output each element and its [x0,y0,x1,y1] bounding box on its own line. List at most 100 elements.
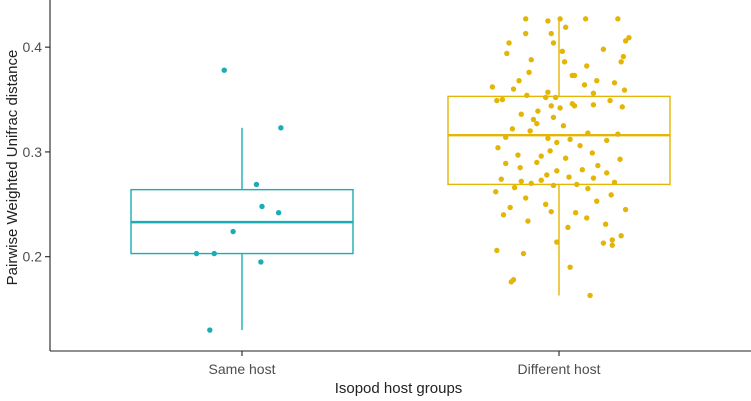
data-point [550,40,557,46]
data-point [589,150,595,156]
y-axis-title: Pairwise Weighted Unifrac distance [4,50,21,286]
data-point [489,84,496,90]
data-point [548,103,554,109]
x-axis-title: Isopod host groups [335,380,463,397]
data-point [622,206,629,213]
data-point [554,139,560,146]
group-different-host [447,16,671,299]
data-point [258,259,264,265]
data-point [548,208,554,215]
y-tick-label: 0.2 [23,249,43,265]
data-point [278,125,284,131]
data-point [534,159,540,166]
data-point [557,16,563,22]
data-point [609,237,615,243]
data-point [620,53,627,60]
data-point [567,136,573,143]
data-point [542,201,549,208]
data-point [604,170,610,176]
data-point [494,247,500,254]
data-point [618,59,624,65]
data-point [615,131,621,137]
data-point [587,292,593,299]
data-point [535,108,541,114]
data-point [528,57,534,63]
data-point [545,18,551,24]
data-point [511,184,518,191]
data-point [507,204,513,211]
data-point [582,16,589,22]
data-point [524,92,530,99]
data-point [615,16,621,22]
data-point [527,128,533,134]
data-point [559,48,566,55]
data-point [526,69,532,75]
data-point [604,137,610,144]
data-point [619,104,625,110]
group-same-host [130,67,354,333]
data-point [545,89,551,95]
data-point [508,279,514,285]
data-point [542,94,549,101]
data-point [617,156,623,162]
data-point [230,228,236,235]
axes: 0.2 0.3 0.4 Same host Different host Isopod… [4,0,751,397]
x-tick-label: Same host [209,361,276,377]
data-point [503,134,509,140]
data-point [562,24,569,30]
data-point [534,120,540,127]
data-point [581,82,588,88]
data-point [550,114,557,121]
data-point [495,145,501,151]
data-point [510,86,517,92]
data-point [523,30,529,37]
data-point [574,181,580,188]
data-point [584,63,590,69]
data-point [602,221,609,227]
data-point [518,111,524,117]
data-point [211,250,217,257]
data-point [275,209,282,216]
data-point [538,153,544,159]
data-point [572,209,579,216]
data-point [554,168,560,174]
data-point [577,142,583,149]
data-point [498,176,504,182]
data-point [600,46,607,52]
y-axis-ticks: 0.2 0.3 0.4 [23,39,50,265]
data-point [621,87,628,93]
data-point [557,105,563,111]
data-point [609,242,615,248]
data-point [193,250,200,257]
data-point [545,135,551,142]
data-point [571,103,578,109]
data-point [547,148,553,154]
y-tick-label: 0.3 [23,144,43,160]
data-point [560,123,567,129]
data-point [509,126,516,132]
x-tick-label: Different host [517,361,600,377]
data-point [561,59,568,65]
data-point [590,102,597,108]
data-point [500,212,507,218]
data-point [506,40,512,46]
data-point [538,177,544,183]
data-point [528,180,534,187]
data-point [607,97,613,104]
data-point [523,16,529,22]
data-point [611,80,618,86]
data-point [600,240,607,246]
data-point [550,182,557,189]
data-point [253,181,260,188]
data-point [595,162,601,169]
data-point [584,215,590,221]
data-point [518,178,524,184]
data-point [515,152,521,158]
data-point [585,185,591,192]
data-point [530,116,537,123]
data-point [517,164,523,171]
data-point [503,160,509,167]
data-point [590,90,597,96]
data-point [579,167,586,173]
